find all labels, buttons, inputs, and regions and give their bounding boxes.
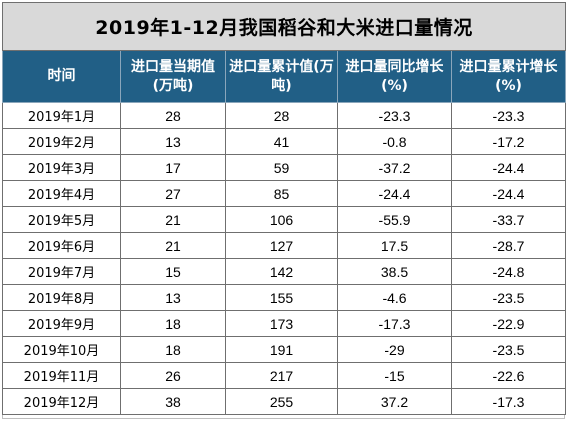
cell-yoy-growth[interactable]: 37.2 — [337, 388, 452, 415]
cell-month[interactable]: 2019年9月 — [2, 310, 121, 337]
cell-month[interactable]: 2019年7月 — [2, 258, 121, 285]
cell-current-volume[interactable]: 27 — [120, 180, 226, 207]
cell-cumulative-volume[interactable]: 28 — [225, 102, 338, 129]
cell-month[interactable]: 2019年2月 — [2, 128, 121, 155]
cell-cumulative-volume[interactable]: 59 — [225, 154, 338, 181]
table-row: 2019年9月 18 173 -17.3 -22.9 — [2, 310, 566, 337]
cell-cumulative-growth[interactable]: -24.4 — [451, 180, 566, 207]
table-row: 2019年4月 27 85 -24.4 -24.4 — [2, 180, 566, 207]
cell-current-volume[interactable]: 18 — [120, 310, 226, 337]
table-row: 2019年3月 17 59 -37.2 -24.4 — [2, 154, 566, 181]
cell-current-volume[interactable]: 21 — [120, 232, 226, 259]
table-row: 2019年6月 21 127 17.5 -28.7 — [2, 232, 566, 259]
cell-yoy-growth[interactable]: -29 — [337, 336, 452, 363]
cell-month[interactable]: 2019年5月 — [2, 206, 121, 233]
cell-current-volume[interactable]: 17 — [120, 154, 226, 181]
cell-yoy-growth[interactable]: -17.3 — [337, 310, 452, 337]
cell-month[interactable]: 2019年12月 — [2, 388, 121, 415]
cell-yoy-growth[interactable]: -4.6 — [337, 284, 452, 311]
table-row: 2019年11月 26 217 -15 -22.6 — [2, 362, 566, 389]
cell-month[interactable]: 2019年3月 — [2, 154, 121, 181]
cell-cumulative-growth[interactable]: -17.2 — [451, 128, 566, 155]
cell-current-volume[interactable]: 28 — [120, 102, 226, 129]
cell-cumulative-volume[interactable]: 155 — [225, 284, 338, 311]
cell-cumulative-growth[interactable]: -22.9 — [451, 310, 566, 337]
rice-import-table: 2019年1-12月我国稻谷和大米进口量情况 时间 进口量当期值(万吨) 进口量… — [2, 2, 566, 415]
cell-cumulative-volume[interactable]: 127 — [225, 232, 338, 259]
cell-cumulative-growth[interactable]: -23.3 — [451, 102, 566, 129]
cell-yoy-growth[interactable]: 17.5 — [337, 232, 452, 259]
cell-current-volume[interactable]: 18 — [120, 336, 226, 363]
title-row: 2019年1-12月我国稻谷和大米进口量情况 — [2, 2, 566, 51]
cell-yoy-growth[interactable]: -15 — [337, 362, 452, 389]
cell-month[interactable]: 2019年6月 — [2, 232, 121, 259]
cell-cumulative-volume[interactable]: 217 — [225, 362, 338, 389]
cell-cumulative-volume[interactable]: 173 — [225, 310, 338, 337]
cell-current-volume[interactable]: 38 — [120, 388, 226, 415]
table-row: 2019年8月 13 155 -4.6 -23.5 — [2, 284, 566, 311]
cell-cumulative-volume[interactable]: 41 — [225, 128, 338, 155]
header-yoy-growth: 进口量同比增长(%) — [337, 50, 452, 103]
cell-cumulative-growth[interactable]: -24.8 — [451, 258, 566, 285]
cell-current-volume[interactable]: 13 — [120, 284, 226, 311]
cell-cumulative-growth[interactable]: -28.7 — [451, 232, 566, 259]
cell-yoy-growth[interactable]: 38.5 — [337, 258, 452, 285]
header-cumulative-growth: 进口量累计增长(%) — [451, 50, 566, 103]
cell-month[interactable]: 2019年11月 — [2, 362, 121, 389]
table-title: 2019年1-12月我国稻谷和大米进口量情况 — [2, 2, 566, 51]
table-row: 2019年2月 13 41 -0.8 -17.2 — [2, 128, 566, 155]
table-row: 2019年1月 28 28 -23.3 -23.3 — [2, 102, 566, 129]
cell-month[interactable]: 2019年4月 — [2, 180, 121, 207]
table-row: 2019年10月 18 191 -29 -23.5 — [2, 336, 566, 363]
cell-yoy-growth[interactable]: -0.8 — [337, 128, 452, 155]
header-cumulative-volume: 进口量累计值(万吨) — [225, 50, 338, 103]
cell-cumulative-volume[interactable]: 191 — [225, 336, 338, 363]
cell-cumulative-growth[interactable]: -22.6 — [451, 362, 566, 389]
cell-yoy-growth[interactable]: -55.9 — [337, 206, 452, 233]
cell-current-volume[interactable]: 21 — [120, 206, 226, 233]
cell-cumulative-growth[interactable]: -17.3 — [451, 388, 566, 415]
table-row: 2019年12月 38 255 37.2 -17.3 — [2, 388, 566, 415]
header-current-volume: 进口量当期值(万吨) — [120, 50, 226, 103]
cell-cumulative-growth[interactable]: -33.7 — [451, 206, 566, 233]
cell-month[interactable]: 2019年8月 — [2, 284, 121, 311]
cell-month[interactable]: 2019年10月 — [2, 336, 121, 363]
cell-yoy-growth[interactable]: -37.2 — [337, 154, 452, 181]
table-row: 2019年7月 15 142 38.5 -24.8 — [2, 258, 566, 285]
cell-cumulative-growth[interactable]: -23.5 — [451, 284, 566, 311]
cell-month[interactable]: 2019年1月 — [2, 102, 121, 129]
cell-current-volume[interactable]: 26 — [120, 362, 226, 389]
cell-yoy-growth[interactable]: -23.3 — [337, 102, 452, 129]
cell-yoy-growth[interactable]: -24.4 — [337, 180, 452, 207]
cell-cumulative-volume[interactable]: 255 — [225, 388, 338, 415]
cell-cumulative-growth[interactable]: -24.4 — [451, 154, 566, 181]
table-row: 2019年5月 21 106 -55.9 -33.7 — [2, 206, 566, 233]
header-row: 时间 进口量当期值(万吨) 进口量累计值(万吨) 进口量同比增长(%) 进口量累… — [2, 50, 566, 103]
cell-cumulative-growth[interactable]: -23.5 — [451, 336, 566, 363]
header-time: 时间 — [2, 50, 121, 103]
cell-cumulative-volume[interactable]: 106 — [225, 206, 338, 233]
cell-cumulative-volume[interactable]: 85 — [225, 180, 338, 207]
cell-cumulative-volume[interactable]: 142 — [225, 258, 338, 285]
cell-current-volume[interactable]: 13 — [120, 128, 226, 155]
cell-current-volume[interactable]: 15 — [120, 258, 226, 285]
